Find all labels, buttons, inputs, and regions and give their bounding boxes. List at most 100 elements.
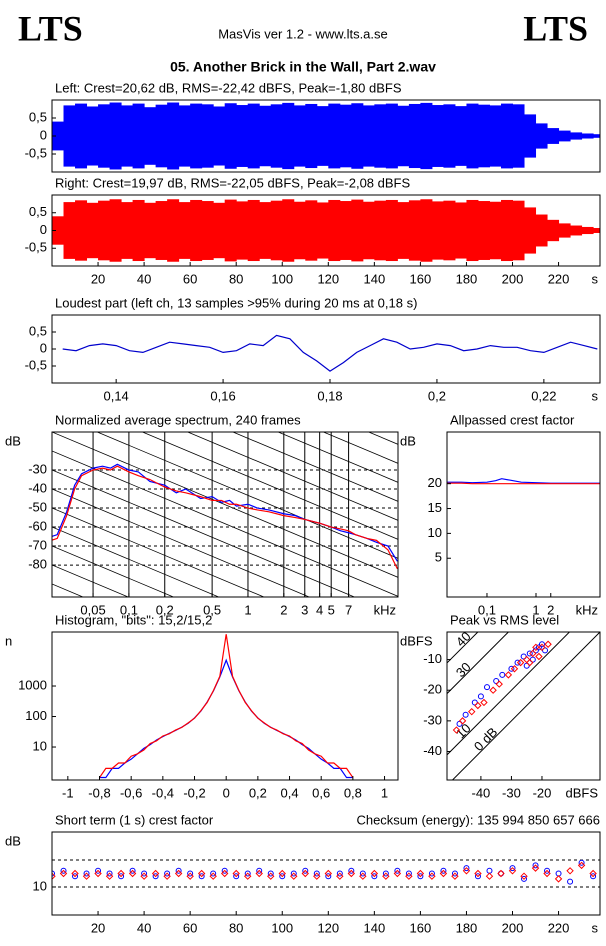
plot-frame <box>51 831 601 916</box>
panel-title: Left: Crest=20,62 dB, RMS=-22,42 dBFS, P… <box>55 80 402 95</box>
waveform-segment <box>224 103 237 169</box>
x-tick-label: 0,1 <box>478 602 496 617</box>
circle-marker <box>532 862 539 869</box>
diamond-marker <box>577 861 586 870</box>
y-tick-label: 1000 <box>18 677 47 692</box>
diamond-marker <box>71 869 79 878</box>
diamond-marker <box>531 864 540 872</box>
diamond-marker <box>105 872 114 880</box>
panel-title: Peak vs RMS level <box>450 612 559 627</box>
reference-slope <box>141 432 398 540</box>
diamond-marker <box>290 872 298 880</box>
waveform-segment <box>132 199 145 262</box>
x-axis-label: s <box>592 388 599 403</box>
diamond-marker <box>301 869 309 878</box>
x-tick-label: 60 <box>183 271 197 286</box>
waveform-segment <box>178 202 191 259</box>
waveform-segment <box>524 207 537 254</box>
y-tick-label: 15 <box>428 500 442 515</box>
x-tick-label: -0,8 <box>88 785 110 800</box>
diamond-marker <box>163 872 171 880</box>
waveform-segment <box>201 104 214 168</box>
x-tick-label: 0,2 <box>156 602 174 617</box>
diamond-marker <box>508 867 517 875</box>
circle-marker <box>484 684 491 691</box>
waveform-segment <box>155 104 168 168</box>
diamond-marker <box>468 707 476 716</box>
plot-area <box>52 199 600 262</box>
diamond-marker <box>462 867 471 875</box>
circle-marker <box>152 873 159 880</box>
circle-marker <box>394 867 401 874</box>
waveform-segment <box>547 219 560 242</box>
circle-marker <box>313 870 320 877</box>
diamond-marker <box>497 869 505 878</box>
circle-marker <box>440 867 447 874</box>
waveform-segment <box>466 199 479 262</box>
diamond-marker <box>543 869 551 878</box>
circle-marker <box>544 867 551 874</box>
y-axis-label: n <box>5 633 12 648</box>
x-tick-label: 160 <box>410 920 432 935</box>
circle-marker <box>462 711 469 718</box>
waveform-segment <box>581 133 594 139</box>
y-tick-label: 0 <box>40 340 47 355</box>
x-tick-label: 0,2 <box>428 388 446 403</box>
diamond-marker <box>566 867 574 875</box>
x-tick-label: 2 <box>280 602 287 617</box>
y-tick-label: 100 <box>25 708 47 723</box>
diamond-marker <box>151 869 160 878</box>
waveform-segment <box>512 104 525 168</box>
y-tick-label: -0,5 <box>25 357 47 372</box>
waveform-segment <box>247 103 260 169</box>
waveform-segment <box>259 105 272 167</box>
waveform-segment <box>52 216 65 245</box>
y-tick-label: 0,5 <box>29 323 47 338</box>
x-tick-label: 40 <box>137 271 151 286</box>
waveform-segment <box>512 200 525 261</box>
circle-marker <box>508 665 515 672</box>
circle-marker <box>60 867 67 874</box>
waveform-segment <box>420 102 433 170</box>
waveform-segment <box>236 105 249 167</box>
diamond-marker <box>474 869 482 878</box>
logo: LTS <box>18 8 83 48</box>
circle-marker <box>371 873 378 880</box>
x-tick-label: 1 <box>244 602 251 617</box>
y-tick-label: 0,5 <box>29 109 47 124</box>
circle-marker <box>578 859 585 866</box>
panel-title: Normalized average spectrum, 240 frames <box>55 412 301 427</box>
waveform-segment <box>593 134 600 138</box>
circle-marker <box>106 870 113 877</box>
circle-marker <box>118 873 125 880</box>
reference-slope <box>52 545 175 597</box>
waveform-segment <box>420 199 433 262</box>
y-tick-label: -30 <box>28 461 47 476</box>
waveform-segment <box>454 202 467 259</box>
diamond-marker <box>370 869 379 878</box>
waveform-segment <box>385 199 398 262</box>
diamond-marker <box>532 643 540 652</box>
y-tick-label: 10 <box>33 738 47 753</box>
x-tick-label: 60 <box>183 920 197 935</box>
crest-line <box>447 632 510 694</box>
x-tick-label: 100 <box>271 271 293 286</box>
waveform-segment <box>351 103 364 169</box>
circle-marker <box>267 870 274 877</box>
y-tick-label: -20 <box>423 682 442 697</box>
diamond-marker <box>489 686 497 694</box>
waveform-segment <box>213 202 226 259</box>
panel-title: Histogram, "bits": 15,2/15,2 <box>55 612 212 627</box>
waveform-segment <box>190 103 203 169</box>
x-tick-label: 160 <box>410 271 432 286</box>
diamond-marker <box>544 640 552 648</box>
circle-marker <box>198 873 205 880</box>
x-tick-label: -20 <box>533 785 552 800</box>
waveform-segment <box>201 201 214 260</box>
circle-marker <box>590 873 597 880</box>
reference-slope <box>52 488 311 597</box>
circle-marker <box>405 870 412 877</box>
panel-title: Loudest part (left ch, 13 samples >95% d… <box>55 295 417 310</box>
x-tick-label: 0,14 <box>103 388 128 403</box>
